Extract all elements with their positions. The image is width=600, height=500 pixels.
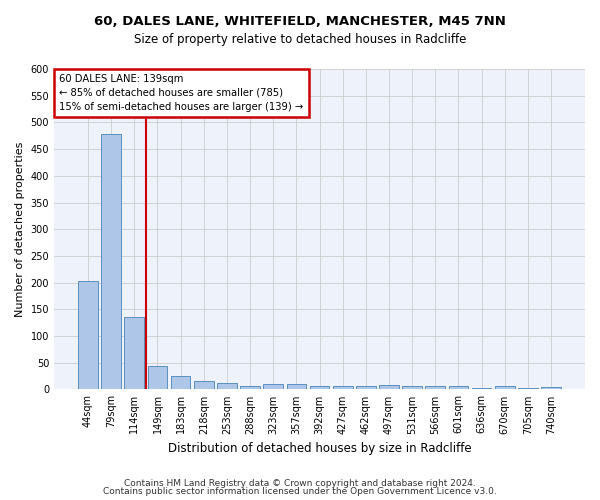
Bar bbox=[425, 386, 445, 390]
Bar bbox=[541, 387, 561, 390]
Bar bbox=[495, 386, 515, 390]
Text: 60, DALES LANE, WHITEFIELD, MANCHESTER, M45 7NN: 60, DALES LANE, WHITEFIELD, MANCHESTER, … bbox=[94, 15, 506, 28]
Bar bbox=[124, 318, 144, 390]
Text: Size of property relative to detached houses in Radcliffe: Size of property relative to detached ho… bbox=[134, 32, 466, 46]
Bar bbox=[240, 386, 260, 390]
Bar bbox=[310, 386, 329, 390]
X-axis label: Distribution of detached houses by size in Radcliffe: Distribution of detached houses by size … bbox=[168, 442, 472, 455]
Bar bbox=[78, 281, 98, 390]
Bar bbox=[356, 386, 376, 390]
Bar bbox=[148, 366, 167, 390]
Bar bbox=[472, 388, 491, 390]
Bar bbox=[194, 382, 214, 390]
Y-axis label: Number of detached properties: Number of detached properties bbox=[15, 142, 25, 317]
Bar bbox=[518, 388, 538, 390]
Text: 60 DALES LANE: 139sqm
← 85% of detached houses are smaller (785)
15% of semi-det: 60 DALES LANE: 139sqm ← 85% of detached … bbox=[59, 74, 304, 112]
Bar bbox=[217, 383, 237, 390]
Bar bbox=[402, 386, 422, 390]
Bar bbox=[333, 386, 353, 390]
Bar bbox=[449, 386, 468, 390]
Bar bbox=[101, 134, 121, 390]
Bar bbox=[287, 384, 306, 390]
Bar bbox=[171, 376, 190, 390]
Text: Contains HM Land Registry data © Crown copyright and database right 2024.: Contains HM Land Registry data © Crown c… bbox=[124, 478, 476, 488]
Bar bbox=[263, 384, 283, 390]
Bar bbox=[379, 385, 399, 390]
Text: Contains public sector information licensed under the Open Government Licence v3: Contains public sector information licen… bbox=[103, 488, 497, 496]
